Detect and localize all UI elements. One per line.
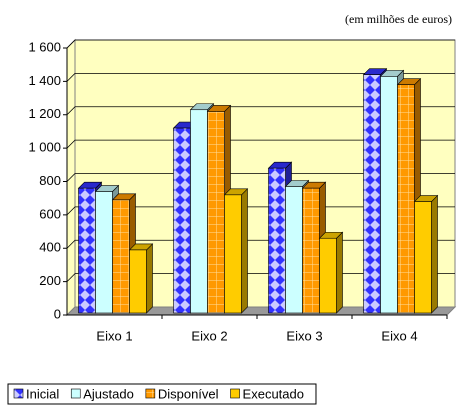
bar bbox=[207, 111, 225, 314]
grid-line bbox=[66, 72, 455, 82]
bar bbox=[112, 199, 130, 314]
bar bbox=[414, 201, 432, 314]
grid-line bbox=[66, 206, 455, 216]
y-tick-label: 800 bbox=[39, 173, 61, 188]
bar bbox=[285, 186, 303, 314]
y-tick-label: 1 400 bbox=[28, 73, 61, 88]
bar bbox=[224, 194, 242, 314]
legend-label: Executado bbox=[243, 386, 304, 401]
grid-line bbox=[66, 173, 455, 182]
bar-side bbox=[336, 231, 343, 314]
y-tick-label: 1 600 bbox=[28, 39, 61, 54]
y-tick-label: 1 000 bbox=[28, 140, 61, 155]
bar-side bbox=[146, 243, 153, 314]
legend-swatch bbox=[13, 388, 24, 399]
grid-line bbox=[66, 106, 455, 116]
legend-label: Disponível bbox=[158, 386, 219, 401]
legend-label: Inicial bbox=[26, 386, 59, 401]
x-tick-label: Eixo 1 bbox=[96, 328, 132, 343]
bar bbox=[78, 187, 96, 314]
chart-subtitle: (em milhões de euros) bbox=[345, 12, 452, 26]
legend-swatch bbox=[230, 388, 240, 399]
bar bbox=[302, 187, 320, 314]
bar bbox=[95, 191, 113, 314]
y-tick-label: 0 bbox=[54, 306, 61, 321]
legend-swatch bbox=[145, 388, 156, 399]
bar bbox=[363, 74, 381, 314]
bar bbox=[268, 167, 286, 314]
bar bbox=[129, 249, 147, 314]
y-tick-label: 600 bbox=[39, 206, 61, 221]
bar bbox=[397, 84, 415, 314]
bar-side bbox=[431, 194, 438, 314]
legend-label: Ajustado bbox=[83, 386, 134, 401]
y-tick-label: 200 bbox=[39, 273, 61, 288]
x-tick-label: Eixo 3 bbox=[286, 328, 322, 343]
bar-side bbox=[241, 188, 248, 314]
grid-line bbox=[66, 139, 455, 149]
y-tick-label: 1 200 bbox=[28, 106, 61, 121]
grid-line bbox=[66, 39, 455, 49]
y-tick-label: 400 bbox=[39, 240, 61, 255]
x-tick-label: Eixo 4 bbox=[381, 328, 417, 343]
bar bbox=[380, 76, 398, 314]
legend-swatch bbox=[70, 388, 81, 399]
bar bbox=[190, 109, 208, 314]
bar bbox=[173, 127, 191, 314]
bar bbox=[319, 237, 337, 314]
x-tick-label: Eixo 2 bbox=[191, 328, 227, 343]
